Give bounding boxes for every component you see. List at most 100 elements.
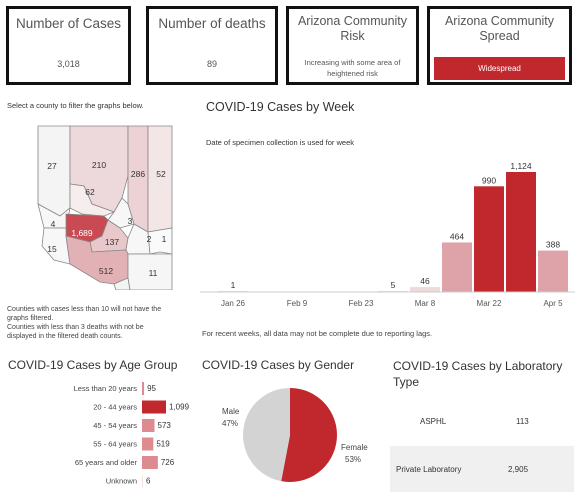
- county-label-mohave: 27: [47, 161, 57, 171]
- county-label-navajo: 286: [131, 169, 145, 179]
- age-value-label: 6: [146, 477, 151, 486]
- kpi-spread-card: Arizona Community Spread Widespread: [427, 6, 572, 85]
- kpi-cases-title: Number of Cases: [15, 16, 122, 31]
- lab-row-value: 113: [516, 417, 529, 426]
- lab-title-line2: Type: [393, 375, 420, 389]
- gender-slice[interactable]: [243, 388, 290, 482]
- lab-row-name: ASPHL: [420, 417, 447, 426]
- county-pima[interactable]: [65, 235, 129, 285]
- age-category-label: 45 - 54 years: [93, 421, 137, 430]
- county-santa-cruz[interactable]: [113, 277, 131, 290]
- age-value-label: 1,099: [169, 403, 190, 412]
- map-note-line3: Counties with less than 3 deaths with no…: [7, 324, 144, 331]
- county-label-la-paz: 4: [51, 219, 56, 229]
- week-chart-footnote: For recent weeks, all data may not be co…: [202, 329, 433, 338]
- kpi-risk-value-line2: heightened risk: [327, 69, 378, 78]
- county-label-yavapai: 62: [85, 187, 95, 197]
- county-label-pinal: 137: [105, 237, 119, 247]
- arizona-county-map: 27 210 286 52 62 4 3 1,689 137 2 1 15 51…: [37, 125, 173, 290]
- map-instruction: Select a county to filter the graphs bel…: [7, 101, 144, 110]
- county-label-greenlee: 1: [162, 234, 167, 244]
- county-label-coconino: 210: [92, 160, 106, 170]
- age-bar-chart: Less than 20 years 95 20 - 44 years 1,099 45…: [74, 382, 190, 488]
- age-category-label: 20 - 44 years: [93, 403, 137, 412]
- map-footnote: Counties with cases less than 10 will no…: [7, 305, 202, 341]
- kpi-spread-badge: Widespread: [434, 57, 565, 80]
- week-bar-label: 1,124: [510, 161, 532, 171]
- kpi-deaths-card: Number of deaths 89: [146, 6, 278, 85]
- lab-row: Private Laboratory 2,905: [390, 446, 574, 492]
- week-bar[interactable]: [506, 172, 536, 292]
- week-chart-title: COVID-19 Cases by Week: [206, 100, 355, 114]
- county-label-pima: 512: [99, 266, 113, 276]
- map-note-line2: graphs filtered.: [7, 315, 54, 322]
- week-bar-label: 46: [420, 276, 430, 286]
- county-label-graham: 2: [147, 234, 152, 244]
- county-apache[interactable]: [147, 125, 173, 233]
- week-tick-label: Feb 23: [349, 299, 374, 308]
- age-category-label: Less than 20 years: [74, 384, 138, 393]
- lab-table-title: COVID-19 Cases by Laboratory Type: [393, 358, 562, 390]
- age-bar[interactable]: [142, 400, 166, 414]
- lab-row: ASPHL 113: [390, 398, 574, 444]
- county-yavapai[interactable]: [69, 183, 116, 217]
- week-bar-label: 388: [546, 240, 560, 250]
- age-bar[interactable]: [142, 474, 143, 488]
- week-bar-label: 464: [450, 231, 464, 241]
- week-bar[interactable]: [442, 242, 472, 292]
- week-chart-subtitle: Date of specimen collection is used for …: [206, 138, 354, 147]
- kpi-deaths-title: Number of deaths: [158, 16, 266, 31]
- kpi-deaths-value: 89: [206, 59, 217, 69]
- age-bar[interactable]: [142, 419, 155, 432]
- week-bar[interactable]: [474, 186, 504, 292]
- map-note-line4: displayed in the filtered death counts.: [7, 333, 123, 340]
- week-bar-label: 990: [482, 175, 496, 185]
- week-bar-label: 1: [231, 280, 236, 290]
- week-bar-label: 5: [391, 280, 396, 290]
- kpi-risk-title-line1: Arizona Community: [297, 14, 408, 28]
- age-value-label: 573: [158, 421, 172, 430]
- kpi-spread-title: Arizona Community Spread: [430, 14, 569, 44]
- gender-pct-female: 53%: [345, 455, 361, 464]
- kpi-risk-value: Increasing with some area of heightened …: [289, 57, 416, 79]
- lab-title-line1: COVID-19 Cases by Laboratory: [393, 359, 563, 373]
- kpi-risk-card: Arizona Community Risk Increasing with s…: [286, 6, 419, 85]
- gender-label-male: Male: [222, 407, 240, 416]
- week-tick-label: Apr 5: [543, 299, 563, 308]
- age-category-label: 55 - 64 years: [93, 440, 137, 449]
- age-value-label: 726: [161, 458, 175, 467]
- kpi-spread-title-line1: Arizona Community: [444, 14, 555, 28]
- county-mohave[interactable]: [37, 125, 71, 217]
- week-tick-label: Jan 26: [221, 299, 246, 308]
- gender-slice[interactable]: [281, 388, 337, 482]
- week-tick-label: Feb 9: [287, 299, 308, 308]
- gender-pie-chart: Male 47% Female 53%: [222, 388, 368, 482]
- county-label-maricopa: 1,689: [71, 228, 93, 238]
- age-bar[interactable]: [142, 382, 145, 395]
- week-bar[interactable]: [538, 250, 568, 292]
- age-value-label: 95: [147, 384, 156, 393]
- kpi-cases-value: 3,018: [57, 59, 80, 69]
- week-bar-chart: 1 5 46 464 990 1,124 388 Jan 26 Feb 9 Feb 23 Mar …: [200, 161, 575, 308]
- kpi-risk-value-line1: Increasing with some area of: [304, 58, 401, 67]
- age-bar[interactable]: [142, 456, 158, 469]
- county-label-gila: 3: [128, 216, 133, 226]
- age-category-label: 65 years and older: [75, 458, 138, 467]
- age-value-label: 519: [156, 440, 170, 449]
- lab-row-value: 2,905: [508, 465, 529, 474]
- county-cochise[interactable]: [127, 253, 173, 290]
- age-chart-title: COVID-19 Cases by Age Group: [8, 358, 178, 372]
- map-note-line1: Counties with cases less than 10 will no…: [7, 306, 162, 313]
- county-label-cochise: 11: [149, 268, 158, 278]
- age-category-label: Unknown: [106, 477, 137, 486]
- age-bar[interactable]: [142, 437, 154, 451]
- gender-pct-male: 47%: [222, 419, 238, 428]
- kpi-spread-title-line2: Spread: [479, 29, 520, 43]
- kpi-cases-card: Number of Cases 3,018: [6, 6, 131, 85]
- gender-label-female: Female: [341, 443, 368, 452]
- county-greenlee[interactable]: [147, 227, 173, 255]
- lab-row-name: Private Laboratory: [396, 465, 462, 474]
- kpi-risk-title: Arizona Community Risk: [289, 14, 416, 44]
- week-bar[interactable]: [410, 287, 440, 292]
- gender-chart-title: COVID-19 Cases by Gender: [202, 358, 355, 372]
